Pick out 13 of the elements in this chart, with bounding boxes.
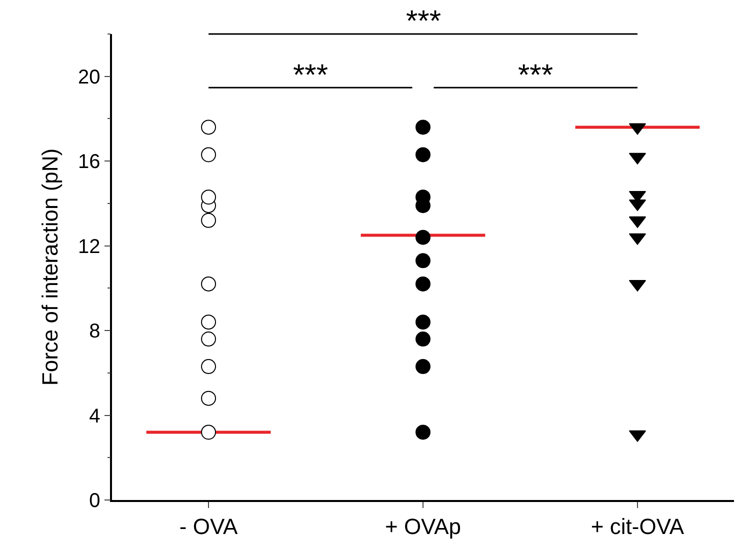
y-tick-label: 8 [89, 320, 100, 343]
annotation: *** [518, 59, 554, 92]
y-tick-label: 12 [78, 236, 100, 258]
annotation: *** [406, 5, 442, 38]
y-tick-label: 0 [89, 490, 100, 512]
y-tick-label: 16 [78, 151, 100, 174]
x-tick-label: - OVA [179, 514, 238, 540]
x-tick-label: + cit-OVA [590, 514, 684, 540]
x-tick-label: + OVAp [384, 514, 462, 540]
y-axis-title: Force of interaction (pN) [38, 148, 62, 386]
annotation: *** [293, 59, 328, 92]
y-tick-label: 20 [78, 66, 100, 88]
y-tick-label: 4 [89, 405, 100, 428]
